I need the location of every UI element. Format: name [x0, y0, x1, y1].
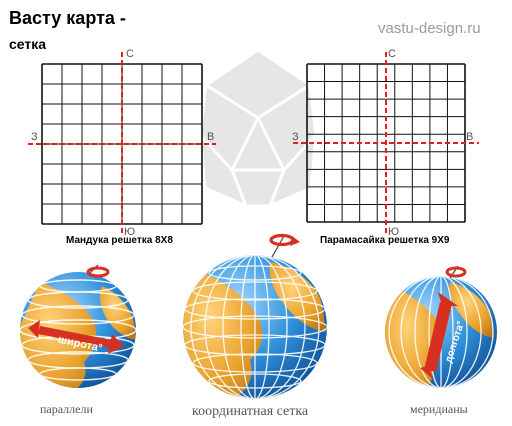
grid1-north-label: С	[126, 48, 134, 60]
grid2-west-label: З	[292, 131, 299, 143]
grid2-south-label: Ю	[388, 226, 399, 238]
globe-meridians-caption: меридианы	[410, 402, 468, 416]
globe-parallels-caption: параллели	[40, 402, 93, 416]
grid1-east-label: В	[207, 131, 214, 143]
globe-grid-caption: координатная сетка	[192, 404, 309, 419]
grid1-west-label: З	[31, 131, 38, 143]
grid2-north-label: С	[388, 48, 396, 60]
grid1-caption: Мандука решетка 8X8	[66, 235, 173, 246]
grid2-caption: Парамасайка решетка 9X9	[320, 235, 450, 246]
page-title: Васту карта -	[9, 8, 126, 28]
globe-coordinate-grid	[183, 233, 327, 399]
globe-meridians: долгота°	[385, 265, 497, 388]
page-subtitle: сетка	[9, 36, 47, 52]
mandukagrid	[28, 52, 216, 236]
paramasayika-grid	[293, 52, 479, 234]
site-watermark: vastu-design.ru	[378, 20, 481, 37]
grid1-south-label: Ю	[124, 226, 135, 238]
globe-parallels: широта°	[20, 264, 136, 388]
grid2-east-label: В	[466, 131, 473, 143]
